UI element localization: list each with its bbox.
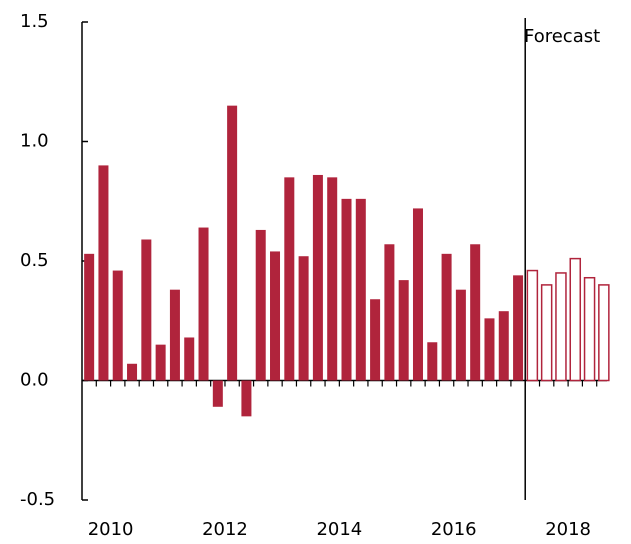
- bar: [298, 256, 309, 381]
- bar: [212, 380, 223, 407]
- x-tick-label: 2014: [316, 519, 362, 540]
- bar: [355, 198, 366, 381]
- bar: [341, 198, 352, 381]
- bar: [540, 284, 553, 382]
- bar: [583, 276, 596, 382]
- bar: [169, 289, 180, 381]
- bar: [198, 227, 209, 381]
- y-tick-label: 1.0: [20, 131, 49, 152]
- bar: [555, 272, 567, 382]
- x-tick-label: 2018: [545, 519, 591, 540]
- bar: [112, 270, 123, 381]
- bar: [284, 177, 295, 381]
- bar: [398, 280, 409, 381]
- bar: [384, 244, 395, 381]
- bar: [127, 363, 138, 381]
- bar: [427, 342, 438, 381]
- bar: [155, 344, 166, 381]
- x-tick-label: 2012: [202, 519, 248, 540]
- bar: [312, 174, 323, 381]
- bar: [241, 380, 252, 417]
- y-tick-label: 1.5: [20, 11, 49, 32]
- y-tick-label: 0.0: [20, 370, 49, 391]
- bar: [412, 208, 423, 381]
- bar: [84, 253, 95, 381]
- x-tick-label: 2016: [431, 519, 477, 540]
- bar: [441, 253, 452, 381]
- bar: [184, 337, 195, 381]
- bar: [327, 177, 338, 381]
- bar: [526, 269, 539, 382]
- bar: [455, 289, 466, 381]
- bar: [569, 257, 582, 382]
- bar: [98, 165, 109, 381]
- bar: [255, 229, 266, 381]
- x-tick-label: 2010: [88, 519, 134, 540]
- bar: [227, 105, 238, 381]
- bar: [513, 275, 524, 381]
- bar: [470, 244, 481, 381]
- bar: [598, 284, 610, 382]
- bar: [141, 239, 152, 381]
- y-tick-label: 0.5: [20, 250, 49, 271]
- y-tick-label: -0.5: [20, 489, 55, 510]
- bar: [498, 311, 509, 381]
- bar: [270, 251, 281, 381]
- forecast-label: Forecast: [524, 26, 600, 47]
- bar: [484, 318, 495, 381]
- bar: [370, 299, 381, 381]
